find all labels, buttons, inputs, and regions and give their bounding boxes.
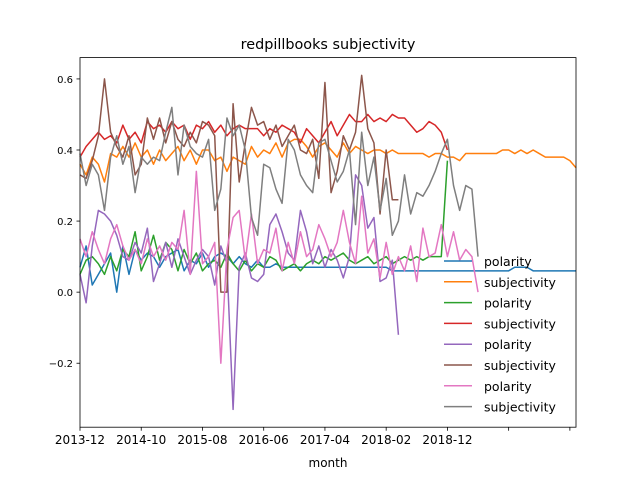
y-tick-label: −0.2 [49,359,73,370]
x-tick-label: 2018-02 [361,433,411,447]
legend-label: polarity [484,337,532,352]
x-tick-label: 2015-08 [177,433,227,447]
series-lines [79,74,577,411]
y-tick-label: 0.6 [57,75,73,86]
x-axis-label: month [309,456,348,470]
legend-label: subjectivity [484,358,557,373]
legend: polarity subjectivity polarity subjectivity… [444,254,557,415]
x-tick-label: 2013-12 [55,433,105,447]
legend-label: subjectivity [484,275,557,290]
x-tick-label: 2016-06 [239,433,289,447]
legend-label: subjectivity [484,316,557,331]
series-line-2 [79,160,449,276]
x-tick-label: 2018-12 [422,433,472,447]
series-line-3 [79,113,449,158]
y-tick-label: 0.4 [57,146,73,157]
legend-label: polarity [484,296,532,311]
series-line-7 [79,106,479,257]
x-axis: 2013-12 2014-10 2015-08 2016-06 2017-04 2018-… [55,427,571,447]
legend-label: polarity [484,254,532,269]
y-axis: −0.2 0.0 0.2 0.4 0.6 [49,75,80,370]
legend-label: subjectivity [484,400,557,415]
plot-frame [79,57,577,428]
x-tick-label: 2014-10 [116,433,166,447]
series-line-5 [79,74,399,293]
series-line-6 [79,170,479,364]
x-tick-label: 2017-04 [300,433,350,447]
series-line-0 [79,245,576,293]
y-tick-label: 0.2 [57,217,73,228]
series-line-4 [79,174,400,411]
legend-label: polarity [484,379,532,394]
chart-title: redpillbooks subjectivity [241,37,416,53]
y-tick-label: 0.0 [57,288,73,299]
